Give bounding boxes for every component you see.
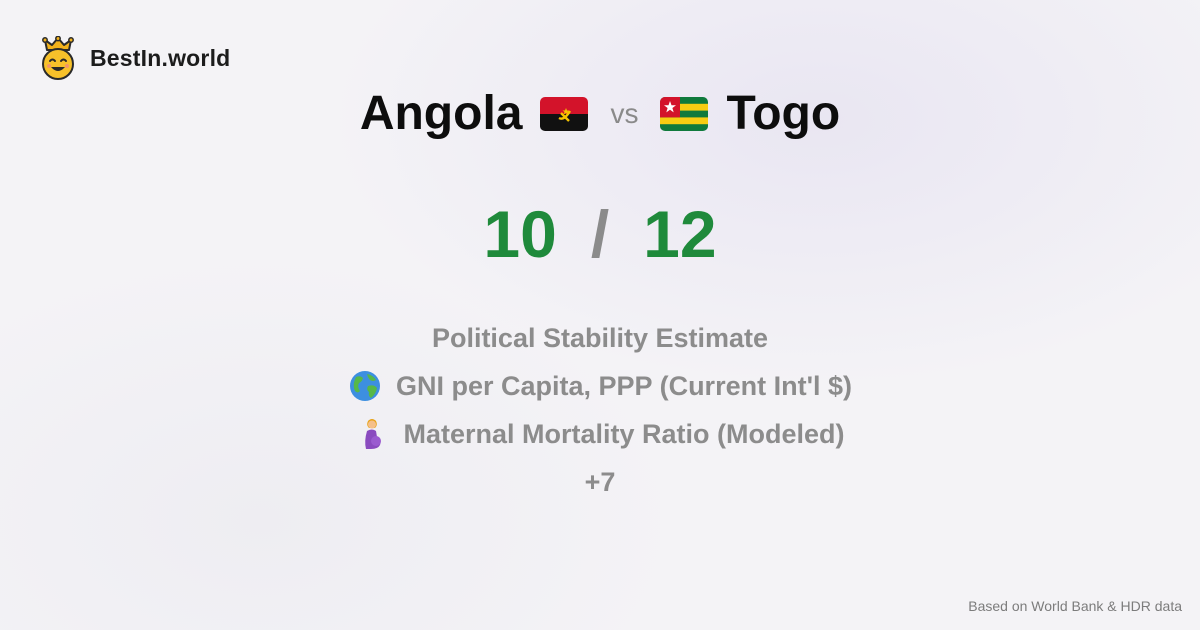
metric-list: Political Stability Estimate GNI per Cap…	[0, 314, 1200, 506]
brand[interactable]: BestIn.world	[38, 36, 230, 80]
data-source-note: Based on World Bank & HDR data	[968, 598, 1182, 614]
right-country-name: Togo	[726, 87, 841, 140]
angola-flag-icon	[540, 96, 589, 131]
left-country-name: Angola	[359, 87, 523, 140]
metric-label: Maternal Mortality Ratio (Modeled)	[403, 418, 845, 449]
more-label: +7	[584, 466, 616, 497]
metric-item: Political Stability Estimate	[432, 314, 768, 362]
metric-label: GNI per Capita, PPP (Current Int'l $)	[396, 370, 852, 401]
pregnant-woman-icon	[365, 419, 382, 449]
score-separator: /	[590, 197, 610, 271]
vs-label: vs	[610, 97, 639, 129]
score-display: 10 / 12	[0, 196, 1200, 272]
crown-smiley-icon	[42, 36, 74, 80]
more-metrics-count: +7	[585, 458, 616, 506]
comparison-title: Angola vs Togo	[0, 86, 1200, 141]
togo-flag-icon	[660, 96, 709, 131]
brand-name: BestIn.world	[90, 44, 231, 71]
metric-item: GNI per Capita, PPP (Current Int'l $)	[348, 362, 852, 410]
left-score: 10	[483, 197, 557, 271]
metric-item: Maternal Mortality Ratio (Modeled)	[355, 410, 845, 458]
globe-icon	[350, 371, 380, 401]
right-score: 12	[643, 197, 717, 271]
metric-label: Political Stability Estimate	[431, 322, 769, 353]
